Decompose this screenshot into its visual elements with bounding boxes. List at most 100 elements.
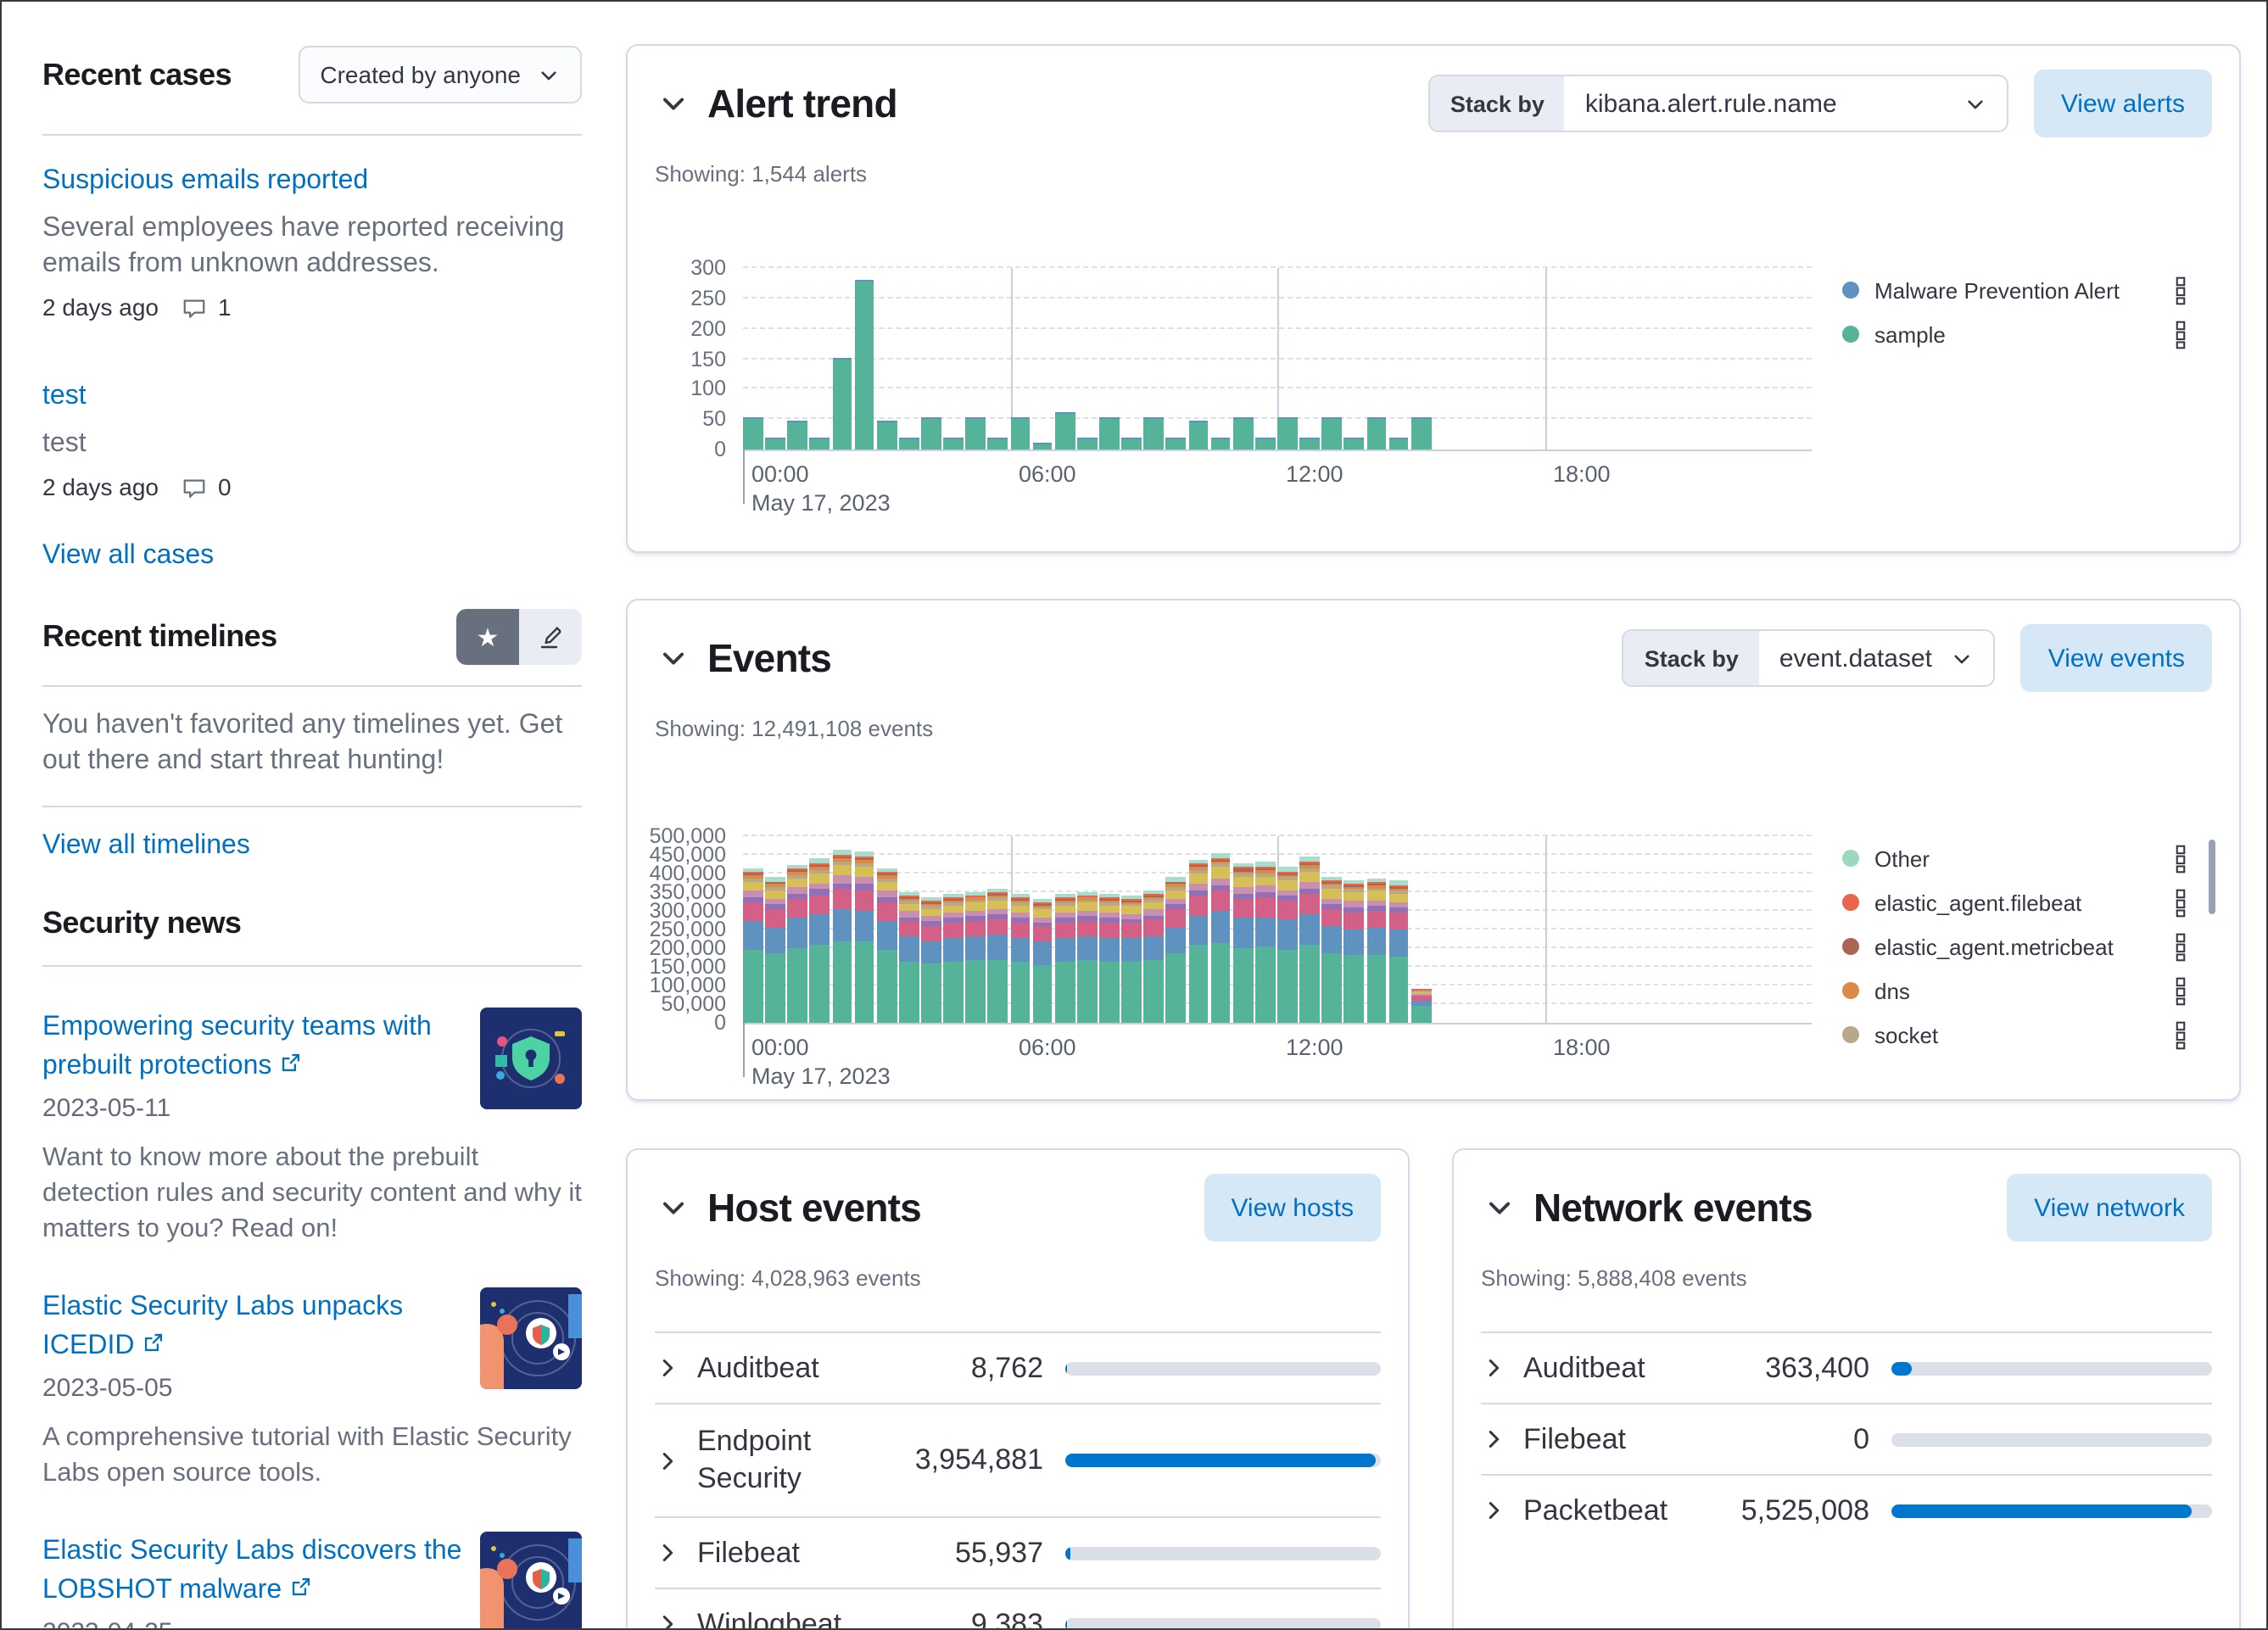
cases-filter-select[interactable]: Created by anyone xyxy=(298,46,582,103)
bar-segment xyxy=(832,888,852,910)
bar-segment xyxy=(1010,897,1031,899)
chevron-right-icon[interactable] xyxy=(1481,1355,1506,1381)
bar-segment xyxy=(1010,905,1031,913)
bar-segment xyxy=(876,868,897,873)
view-hosts-button[interactable]: View hosts xyxy=(1204,1174,1381,1242)
view-network-button[interactable]: View network xyxy=(2007,1174,2212,1242)
legend-item[interactable]: socket xyxy=(1842,1013,2188,1057)
legend-item[interactable]: Malware Prevention Alert xyxy=(1842,268,2188,312)
host-events-collapse-button[interactable] xyxy=(655,1189,692,1226)
legend-actions-button[interactable] xyxy=(2163,888,2188,917)
bar-segment xyxy=(1143,896,1165,900)
chevron-down-icon xyxy=(1952,647,1974,669)
bar-segment xyxy=(965,902,986,912)
bar-segment xyxy=(943,918,964,923)
legend-actions-button[interactable] xyxy=(2163,320,2188,349)
legend-actions-button[interactable] xyxy=(2163,932,2188,961)
case-link[interactable]: test xyxy=(42,382,87,410)
recently-updated-filter-button[interactable] xyxy=(519,609,582,665)
bar-segment xyxy=(743,896,763,902)
bar-segment xyxy=(765,953,785,1023)
case-link[interactable]: Suspicious emails reported xyxy=(42,166,369,195)
chevron-right-icon[interactable] xyxy=(655,1355,680,1381)
host-row-filebeat[interactable]: Filebeat 55,937 xyxy=(655,1518,1381,1589)
bar-segment xyxy=(876,896,897,902)
network-row-packetbeat[interactable]: Packetbeat 5,525,008 xyxy=(1481,1476,2212,1545)
bar-segment xyxy=(1366,900,1387,907)
host-row-winlogbeat[interactable]: Winlogbeat 9,383 xyxy=(655,1589,1381,1628)
bar-segment xyxy=(1277,879,1298,890)
bar-segment xyxy=(1254,870,1276,874)
bar-segment xyxy=(1254,862,1276,868)
network-events-collapse-button[interactable] xyxy=(1481,1189,1518,1226)
bar xyxy=(1143,836,1165,1023)
legend-scrollbar-thumb[interactable] xyxy=(2209,840,2215,914)
bar xyxy=(1032,268,1053,449)
legend-item[interactable]: sample xyxy=(1842,312,2188,356)
bar-segment xyxy=(1343,892,1365,902)
favorites-filter-button[interactable]: ★ xyxy=(456,609,519,665)
view-all-timelines-link[interactable]: View all timelines xyxy=(42,831,250,860)
bar-segment xyxy=(1188,859,1209,864)
bar-segment xyxy=(898,438,919,449)
bar-segment xyxy=(743,881,763,891)
legend-actions-button[interactable] xyxy=(2163,1020,2188,1049)
news-link[interactable]: Empowering security teams with prebuilt … xyxy=(42,1013,432,1080)
bar-segment xyxy=(1411,1006,1432,1023)
chevron-right-icon[interactable] xyxy=(655,1540,680,1566)
bar-segment xyxy=(1165,886,1187,890)
bar-segment xyxy=(1010,962,1031,1023)
view-all-cases-link[interactable]: View all cases xyxy=(42,541,215,570)
legend-item[interactable]: elastic_agent.filebeat xyxy=(1842,880,2188,924)
bar-segment xyxy=(1388,885,1409,887)
news-date: 2023-04-25 xyxy=(42,1618,463,1628)
network-row-filebeat[interactable]: Filebeat 0 xyxy=(1481,1404,2212,1476)
legend-item[interactable]: dns xyxy=(1842,969,2188,1013)
chevron-right-icon[interactable] xyxy=(1481,1498,1506,1523)
view-events-button[interactable]: View events xyxy=(2020,624,2212,692)
view-alerts-button[interactable]: View alerts xyxy=(2033,70,2212,137)
legend-actions-button[interactable] xyxy=(2163,276,2188,304)
chevron-right-icon[interactable] xyxy=(655,1611,680,1628)
events-collapse-button[interactable] xyxy=(655,639,692,677)
bar-segment xyxy=(1366,910,1387,929)
legend-actions-button[interactable] xyxy=(2163,976,2188,1005)
bar-segment xyxy=(787,887,808,895)
chevron-right-icon[interactable] xyxy=(655,1448,680,1473)
events-stack-by-value[interactable]: event.dataset xyxy=(1759,631,1994,685)
network-row-auditbeat[interactable]: Auditbeat 363,400 xyxy=(1481,1333,2212,1404)
bar-segment xyxy=(1254,946,1276,1023)
alert-stack-by-value[interactable]: kibana.alert.rule.name xyxy=(1565,76,2007,131)
bar-segment xyxy=(1277,867,1298,872)
bar-segment xyxy=(1277,871,1298,874)
bar-segment xyxy=(1121,962,1142,1023)
bar-segment xyxy=(921,921,941,926)
bar-segment xyxy=(1299,913,1320,945)
host-row-auditbeat[interactable]: Auditbeat 8,762 xyxy=(655,1333,1381,1404)
x-axis-label: 12:00 xyxy=(1286,1035,1343,1060)
bar xyxy=(787,268,808,449)
bar-segment xyxy=(1121,903,1142,907)
y-axis-label: 100,000 xyxy=(649,974,726,997)
bar xyxy=(921,836,941,1023)
bar-segment xyxy=(1210,890,1231,912)
news-link[interactable]: Elastic Security Labs unpacks ICEDID xyxy=(42,1292,404,1360)
bar-segment xyxy=(1321,885,1343,890)
bar-segment xyxy=(854,280,874,282)
alert-trend-collapse-button[interactable] xyxy=(655,85,692,122)
legend-dot xyxy=(1842,326,1859,343)
bar xyxy=(943,836,964,1023)
y-axis-label: 150,000 xyxy=(649,955,726,979)
legend-item[interactable]: elastic_agent.metricbeat xyxy=(1842,924,2188,969)
bar-segment xyxy=(1232,419,1254,449)
bar-segment xyxy=(1121,923,1142,939)
legend-actions-button[interactable] xyxy=(2163,844,2188,873)
legend-item[interactable]: Other xyxy=(1842,836,2188,880)
chevron-right-icon[interactable] xyxy=(1481,1426,1506,1452)
progress-bar xyxy=(1891,1504,2212,1517)
host-row-endpoint-security[interactable]: Endpoint Security 3,954,881 xyxy=(655,1404,1381,1518)
bar-segment xyxy=(1054,962,1075,1023)
bar-segment xyxy=(854,910,874,942)
bar-segment xyxy=(1188,867,1209,870)
news-link[interactable]: Elastic Security Labs discovers the LOBS… xyxy=(42,1537,462,1605)
